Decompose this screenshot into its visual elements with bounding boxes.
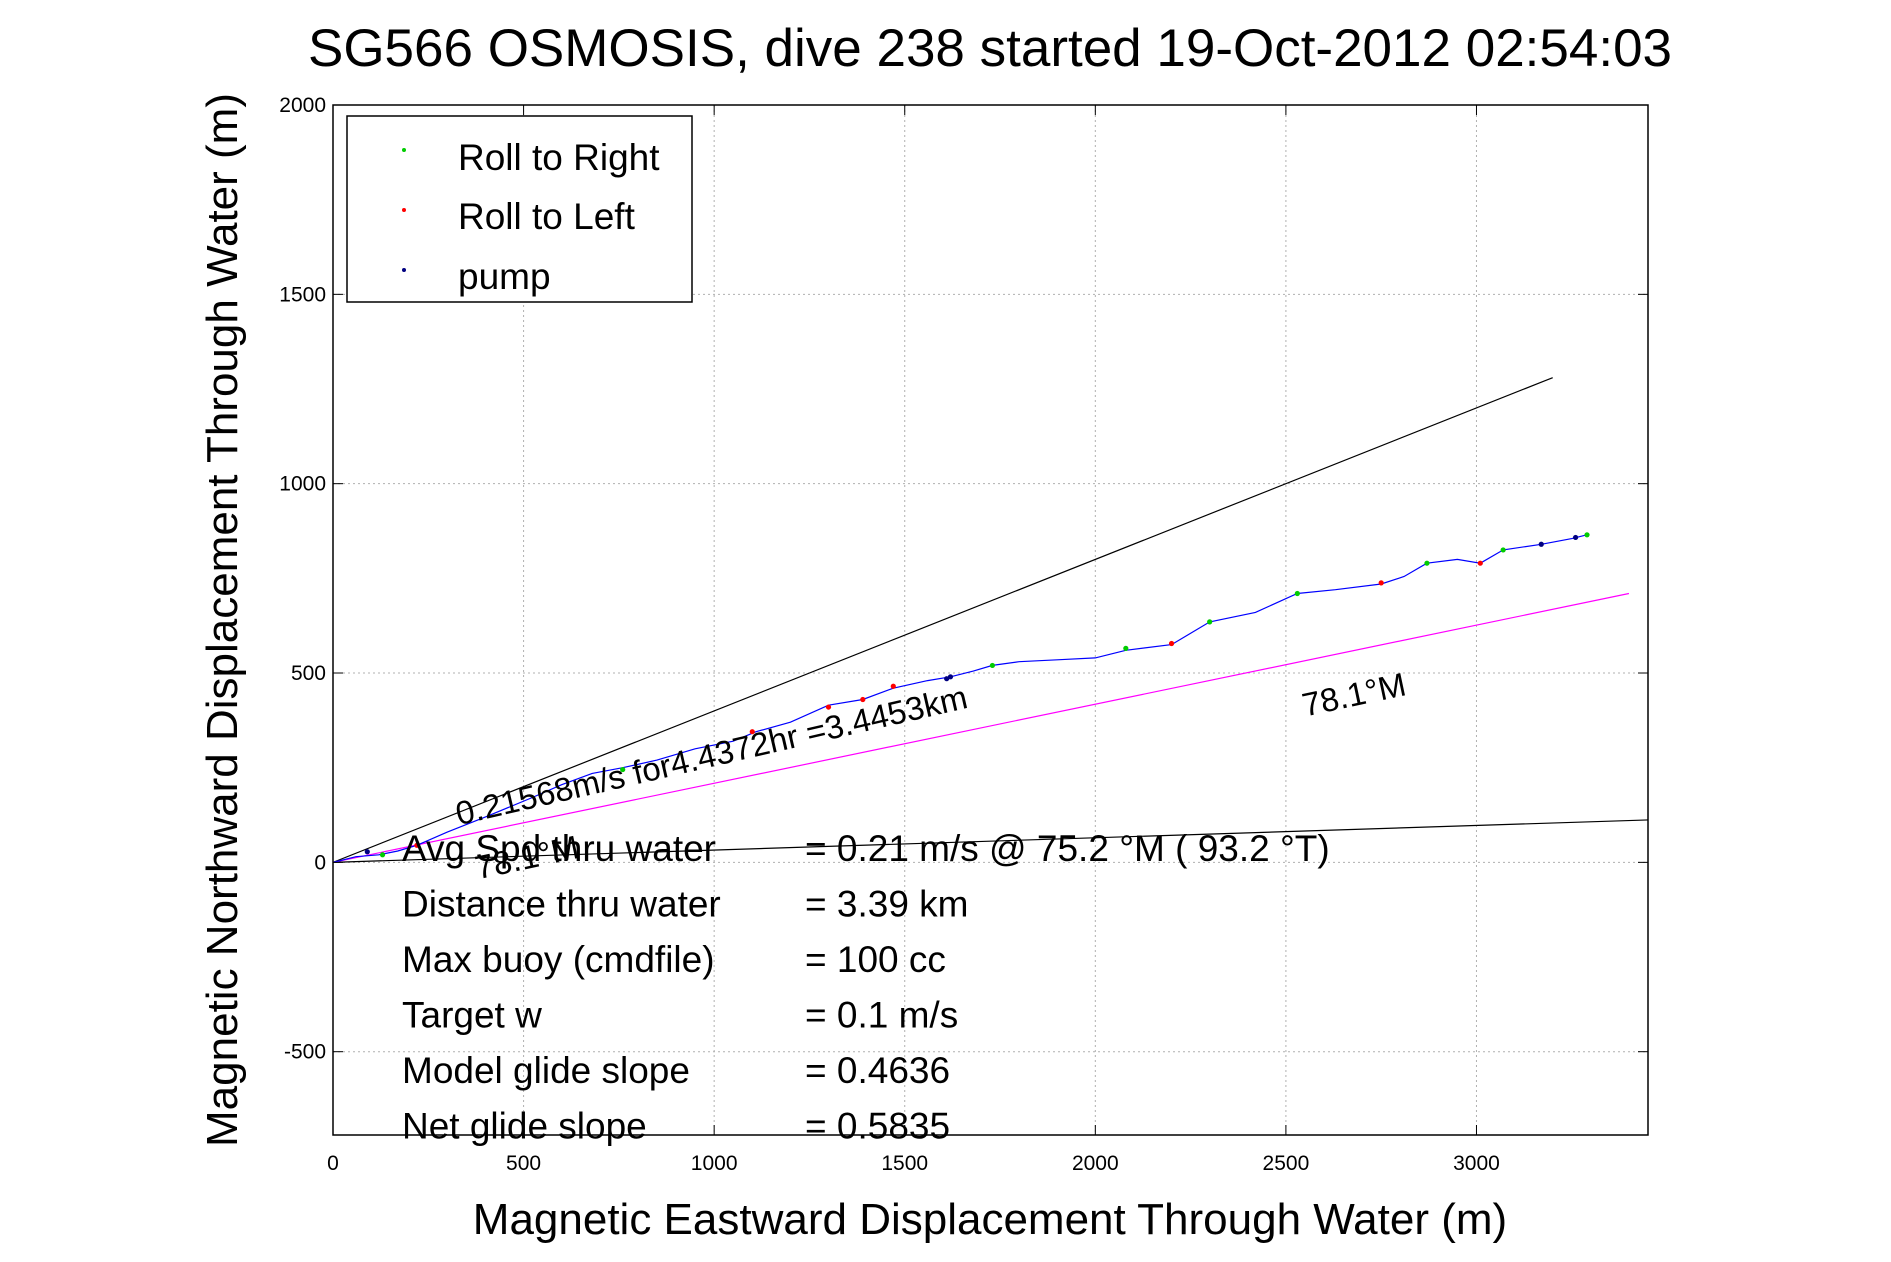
roll-right-point: [1584, 532, 1590, 538]
x-tick-label: 0: [327, 1152, 339, 1175]
stat-value: = 0.5835: [805, 1106, 950, 1147]
y-tick-label: 1000: [279, 473, 326, 496]
y-tick-label: 0: [314, 851, 326, 874]
roll-right-point: [620, 766, 626, 773]
legend-label-roll-right: Roll to Right: [458, 137, 660, 178]
y-tick-label: 500: [291, 662, 326, 685]
stat-label: Avg Spd thru water: [402, 828, 716, 869]
pump-point: [1572, 534, 1579, 541]
x-tick-label: 1500: [881, 1152, 928, 1175]
x-tick-label: 2000: [1072, 1152, 1119, 1175]
roll-right-point: [1500, 547, 1506, 553]
roll-left-point: [1378, 580, 1384, 586]
y-axis-label: Magnetic Northward Displacement Through …: [198, 93, 247, 1147]
x-tick-label: 3000: [1453, 1152, 1500, 1175]
legend-label-pump: pump: [458, 256, 551, 297]
chart-title: SG566 OSMOSIS, dive 238 started 19-Oct-2…: [308, 19, 1672, 78]
legend-marker-pump: [402, 268, 406, 272]
roll-left-point: [825, 704, 832, 710]
stat-value: = 100 cc: [805, 939, 946, 980]
stat-value: = 3.39 km: [805, 884, 969, 925]
roll-right-point: [379, 852, 386, 858]
roll-right-point: [1207, 619, 1213, 625]
legend-marker-roll-right: [402, 148, 406, 152]
legend-label-roll-left: Roll to Left: [458, 196, 636, 237]
roll-left-point: [860, 696, 866, 703]
legend-marker-roll-left: [402, 208, 406, 212]
roll-left-point: [1477, 560, 1483, 566]
roll-right-point: [1123, 645, 1129, 652]
y-tick-label: 1500: [279, 283, 326, 306]
roll-left-point: [414, 842, 420, 848]
axis-ticks: 0 500 1000 1500 2000 2500 3000 -500 0 500 1000 1500…: [279, 94, 1648, 1175]
reference-line-magenta: [333, 592, 1630, 863]
stat-label: Max buoy (cmdfile): [402, 939, 715, 980]
roll-right-point: [1294, 590, 1300, 597]
stat-label: Distance thru water: [402, 884, 721, 925]
legend: Roll to Right Roll to Left pump: [346, 115, 693, 303]
roll-left-point: [749, 729, 755, 735]
roll-pump-points: [364, 532, 1590, 858]
stat-value: = 0.1 m/s: [805, 995, 958, 1036]
reference-line-lower: [333, 819, 1648, 863]
pump-point: [947, 674, 954, 680]
y-tick-label: -500: [284, 1041, 326, 1064]
pump-point: [364, 849, 370, 855]
x-tick-label: 2500: [1263, 1152, 1310, 1175]
stat-value: = 0.4636: [805, 1050, 950, 1091]
roll-left-point: [890, 683, 896, 689]
x-tick-label: 1000: [691, 1152, 738, 1175]
stat-value: = 0.21 m/s @ 75.2 °M ( 93.2 °T): [805, 828, 1330, 869]
stat-label: Net glide slope: [402, 1106, 647, 1147]
dive-stats: Avg Spd thru water = 0.21 m/s @ 75.2 °M (…: [402, 828, 1330, 1147]
plot-area-border: [332, 104, 1649, 1136]
stat-label: Target w: [402, 995, 542, 1036]
y-tick-label: 2000: [279, 94, 326, 117]
x-axis-label: Magnetic Eastward Displacement Through W…: [473, 1195, 1507, 1244]
x-tick-label: 500: [506, 1152, 541, 1175]
reference-lines: [333, 377, 1648, 863]
roll-right-point: [1424, 560, 1430, 566]
roll-left-point: [1168, 640, 1175, 647]
roll-right-point: [989, 662, 996, 669]
stat-label: Model glide slope: [402, 1050, 690, 1091]
pump-point: [1538, 541, 1544, 547]
reference-line-upper: [333, 377, 1553, 863]
